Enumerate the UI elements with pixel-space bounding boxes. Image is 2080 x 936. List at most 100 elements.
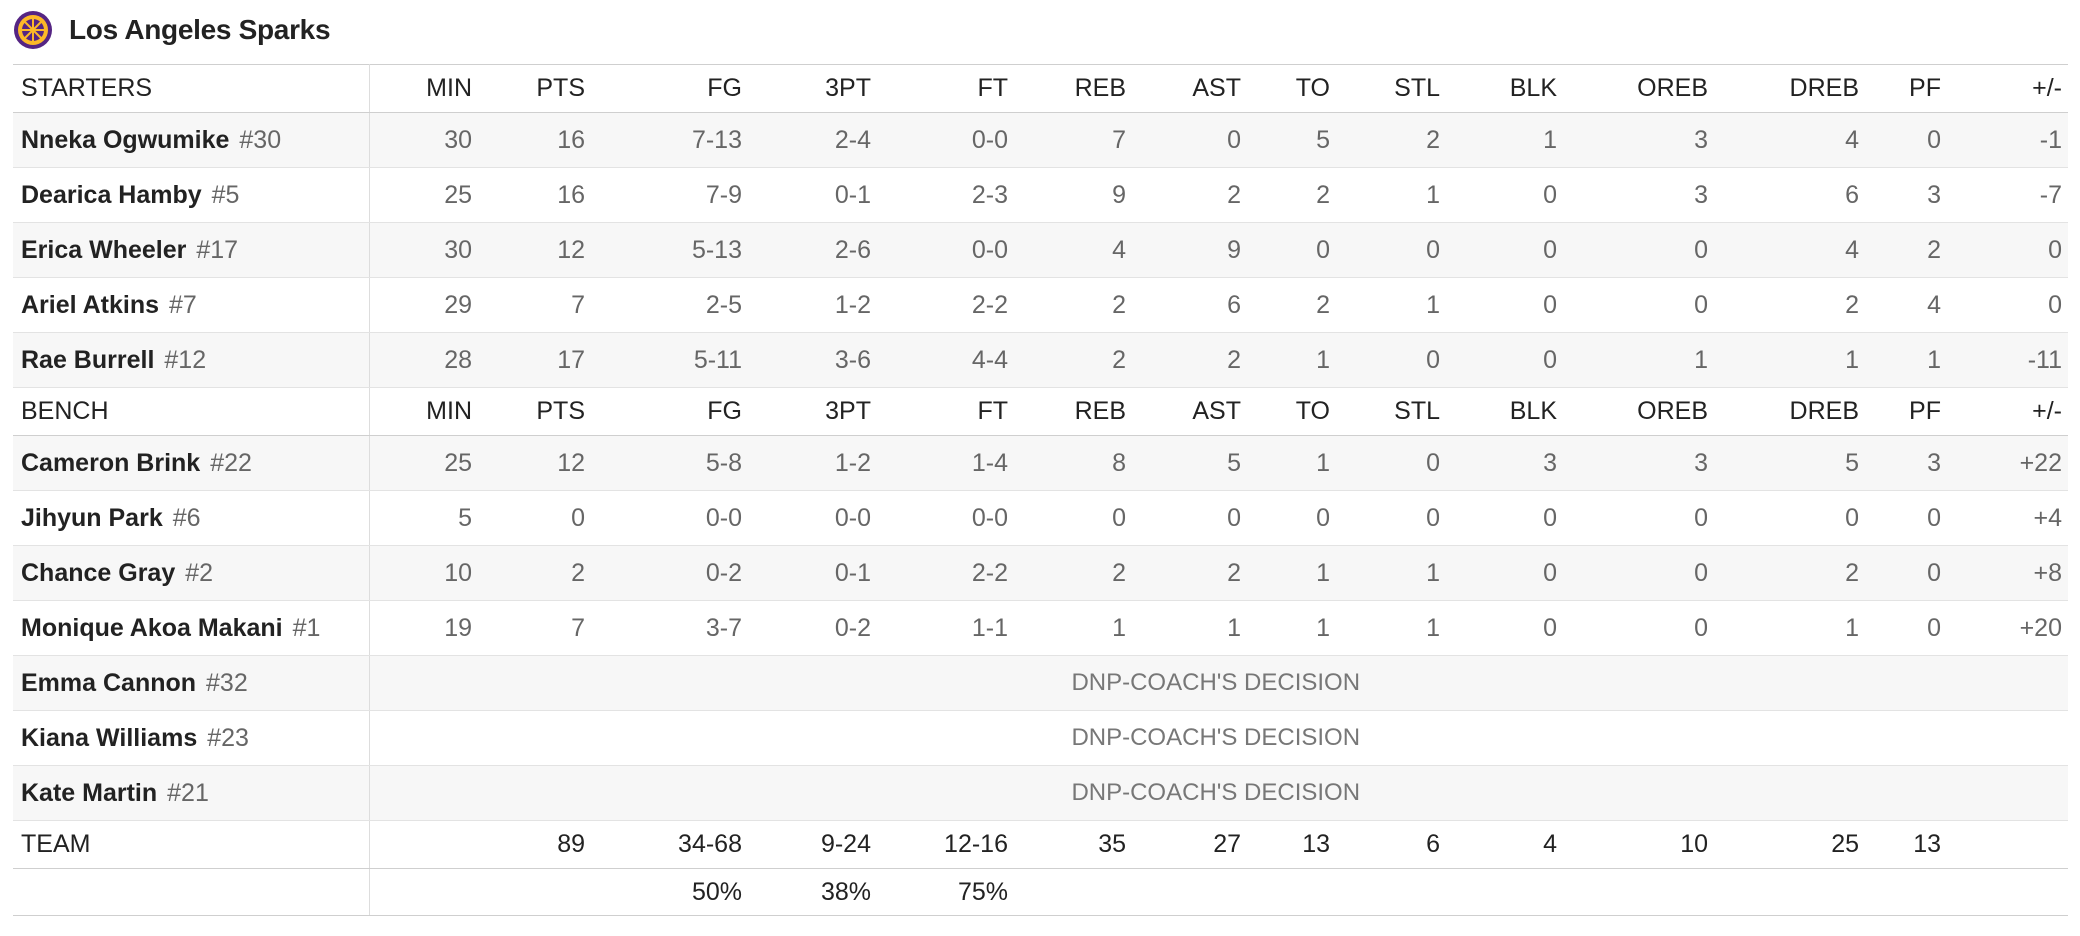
stat-cell: 0 [478,490,591,546]
player-cell: Chance Gray #2 [13,545,370,601]
stat-cell: 4 [1014,222,1132,278]
player-name: Cameron Brink [21,448,201,477]
stat-cell: 2 [478,545,591,601]
player-cell: Cameron Brink #22 [13,435,370,491]
player-number: #6 [172,503,201,532]
section-header-row: STARTERS MIN PTS FG 3PT FT REB AST TO STL BLK OREB D… [13,64,2068,113]
stat-cell: 2-2 [877,277,1014,333]
empty-cell [1446,868,1563,916]
player-row: Ariel Atkins #7 29 7 2-5 1-2 2-2 2 6 2 1 0 0 2 4 0 [13,277,2068,333]
player-number: #17 [196,235,239,264]
column-header: PF [1865,387,1947,436]
team-logo [14,11,52,49]
stat-cell: -1 [1947,112,2068,168]
stat-cell: 2 [1336,112,1446,168]
player-row: Erica Wheeler #17 30 12 5-13 2-6 0-0 4 9 0 0 0 0 4 2 0 [13,222,2068,278]
stat-cell: 16 [478,167,591,223]
stat-cell: 0 [1336,222,1446,278]
stat-cell: 1 [1336,600,1446,656]
stat-cell: 7 [478,277,591,333]
stat-cell: 0 [1132,490,1247,546]
stat-cell: 4-4 [877,332,1014,388]
player-name: Chance Gray [21,558,176,587]
team-total: 35 [1014,820,1132,869]
stat-cell: 0 [1563,277,1714,333]
stat-cell: 0 [1247,490,1336,546]
stat-cell: 2 [1132,545,1247,601]
stat-cell: 1 [1865,332,1947,388]
section-label: STARTERS [13,64,370,113]
player-name: Kate Martin [21,778,158,807]
empty-cell [1714,868,1865,916]
stat-cell: 0 [1714,490,1865,546]
column-header: FT [877,387,1014,436]
stat-cell: 17 [478,332,591,388]
stat-cell: 0 [1132,112,1247,168]
stat-cell: 2 [1247,277,1336,333]
stat-cell: 1 [1336,545,1446,601]
stat-cell: 0 [1446,167,1563,223]
stat-cell: 0-0 [877,222,1014,278]
section-label: BENCH [13,387,370,436]
stat-cell: 1-4 [877,435,1014,491]
stat-cell: 2 [1132,332,1247,388]
column-header: REB [1014,387,1132,436]
stat-cell: 2-6 [748,222,877,278]
stat-cell: 0 [1563,545,1714,601]
player-number: #32 [206,668,248,697]
player-cell: Monique Akoa Makani #1 [13,600,370,656]
player-row: Kiana Williams #23 DNP-COACH'S DECISION [13,710,2068,766]
stat-cell: 8 [1014,435,1132,491]
stat-cell: 0 [1865,112,1947,168]
stat-cell: 5 [369,490,478,546]
player-number: #5 [211,180,240,209]
stat-cell: 0 [1446,545,1563,601]
stat-cell: 3 [1563,112,1714,168]
player-number: #21 [167,778,209,807]
stat-cell: 0 [1336,490,1446,546]
stat-cell: 5-8 [591,435,748,491]
stat-cell: 3 [1865,435,1947,491]
dnp-status: DNP-COACH'S DECISION [369,655,2068,711]
stat-cell: 16 [478,112,591,168]
stat-cell: 5 [1714,435,1865,491]
stat-cell: 4 [1865,277,1947,333]
team-total: 34-68 [591,820,748,869]
column-header: MIN [369,64,478,113]
empty-cell [1947,820,2068,869]
player-cell: Erica Wheeler #17 [13,222,370,278]
player-row: Dearica Hamby #5 25 16 7-9 0-1 2-3 9 2 2 1 0 3 6 3 -7 [13,167,2068,223]
stat-cell: 0 [1865,600,1947,656]
stat-cell: +4 [1947,490,2068,546]
stat-cell: 25 [369,167,478,223]
player-number: #1 [292,613,321,642]
stat-cell: -7 [1947,167,2068,223]
player-number: #12 [164,345,207,374]
stat-cell: 1 [1247,600,1336,656]
stat-cell: 2-4 [748,112,877,168]
stat-cell: 2-3 [877,167,1014,223]
team-total: 13 [1247,820,1336,869]
empty-cell [1247,868,1336,916]
column-header: BLK [1446,64,1563,113]
stat-cell: 0 [1563,600,1714,656]
stat-cell: 5 [1247,112,1336,168]
stat-cell: 3 [1446,435,1563,491]
stat-cell: 28 [369,332,478,388]
stat-cell: 1 [1714,332,1865,388]
column-header: PTS [478,387,591,436]
stat-cell: 6 [1714,167,1865,223]
column-header: 3PT [748,387,877,436]
stat-cell: 1 [1336,277,1446,333]
stat-cell: 1 [1446,112,1563,168]
stat-cell: 30 [369,112,478,168]
player-cell: Kate Martin #21 [13,765,370,821]
column-header: +/- [1947,64,2068,113]
stat-cell: 0 [1865,490,1947,546]
box-score-table: STARTERS MIN PTS FG 3PT FT REB AST TO STL BLK OREB D… [13,64,2068,916]
team-total: 12-16 [877,820,1014,869]
stat-cell: 0 [1247,222,1336,278]
player-name: Dearica Hamby [21,180,202,209]
stat-cell: 9 [1014,167,1132,223]
team-total: 25 [1714,820,1865,869]
